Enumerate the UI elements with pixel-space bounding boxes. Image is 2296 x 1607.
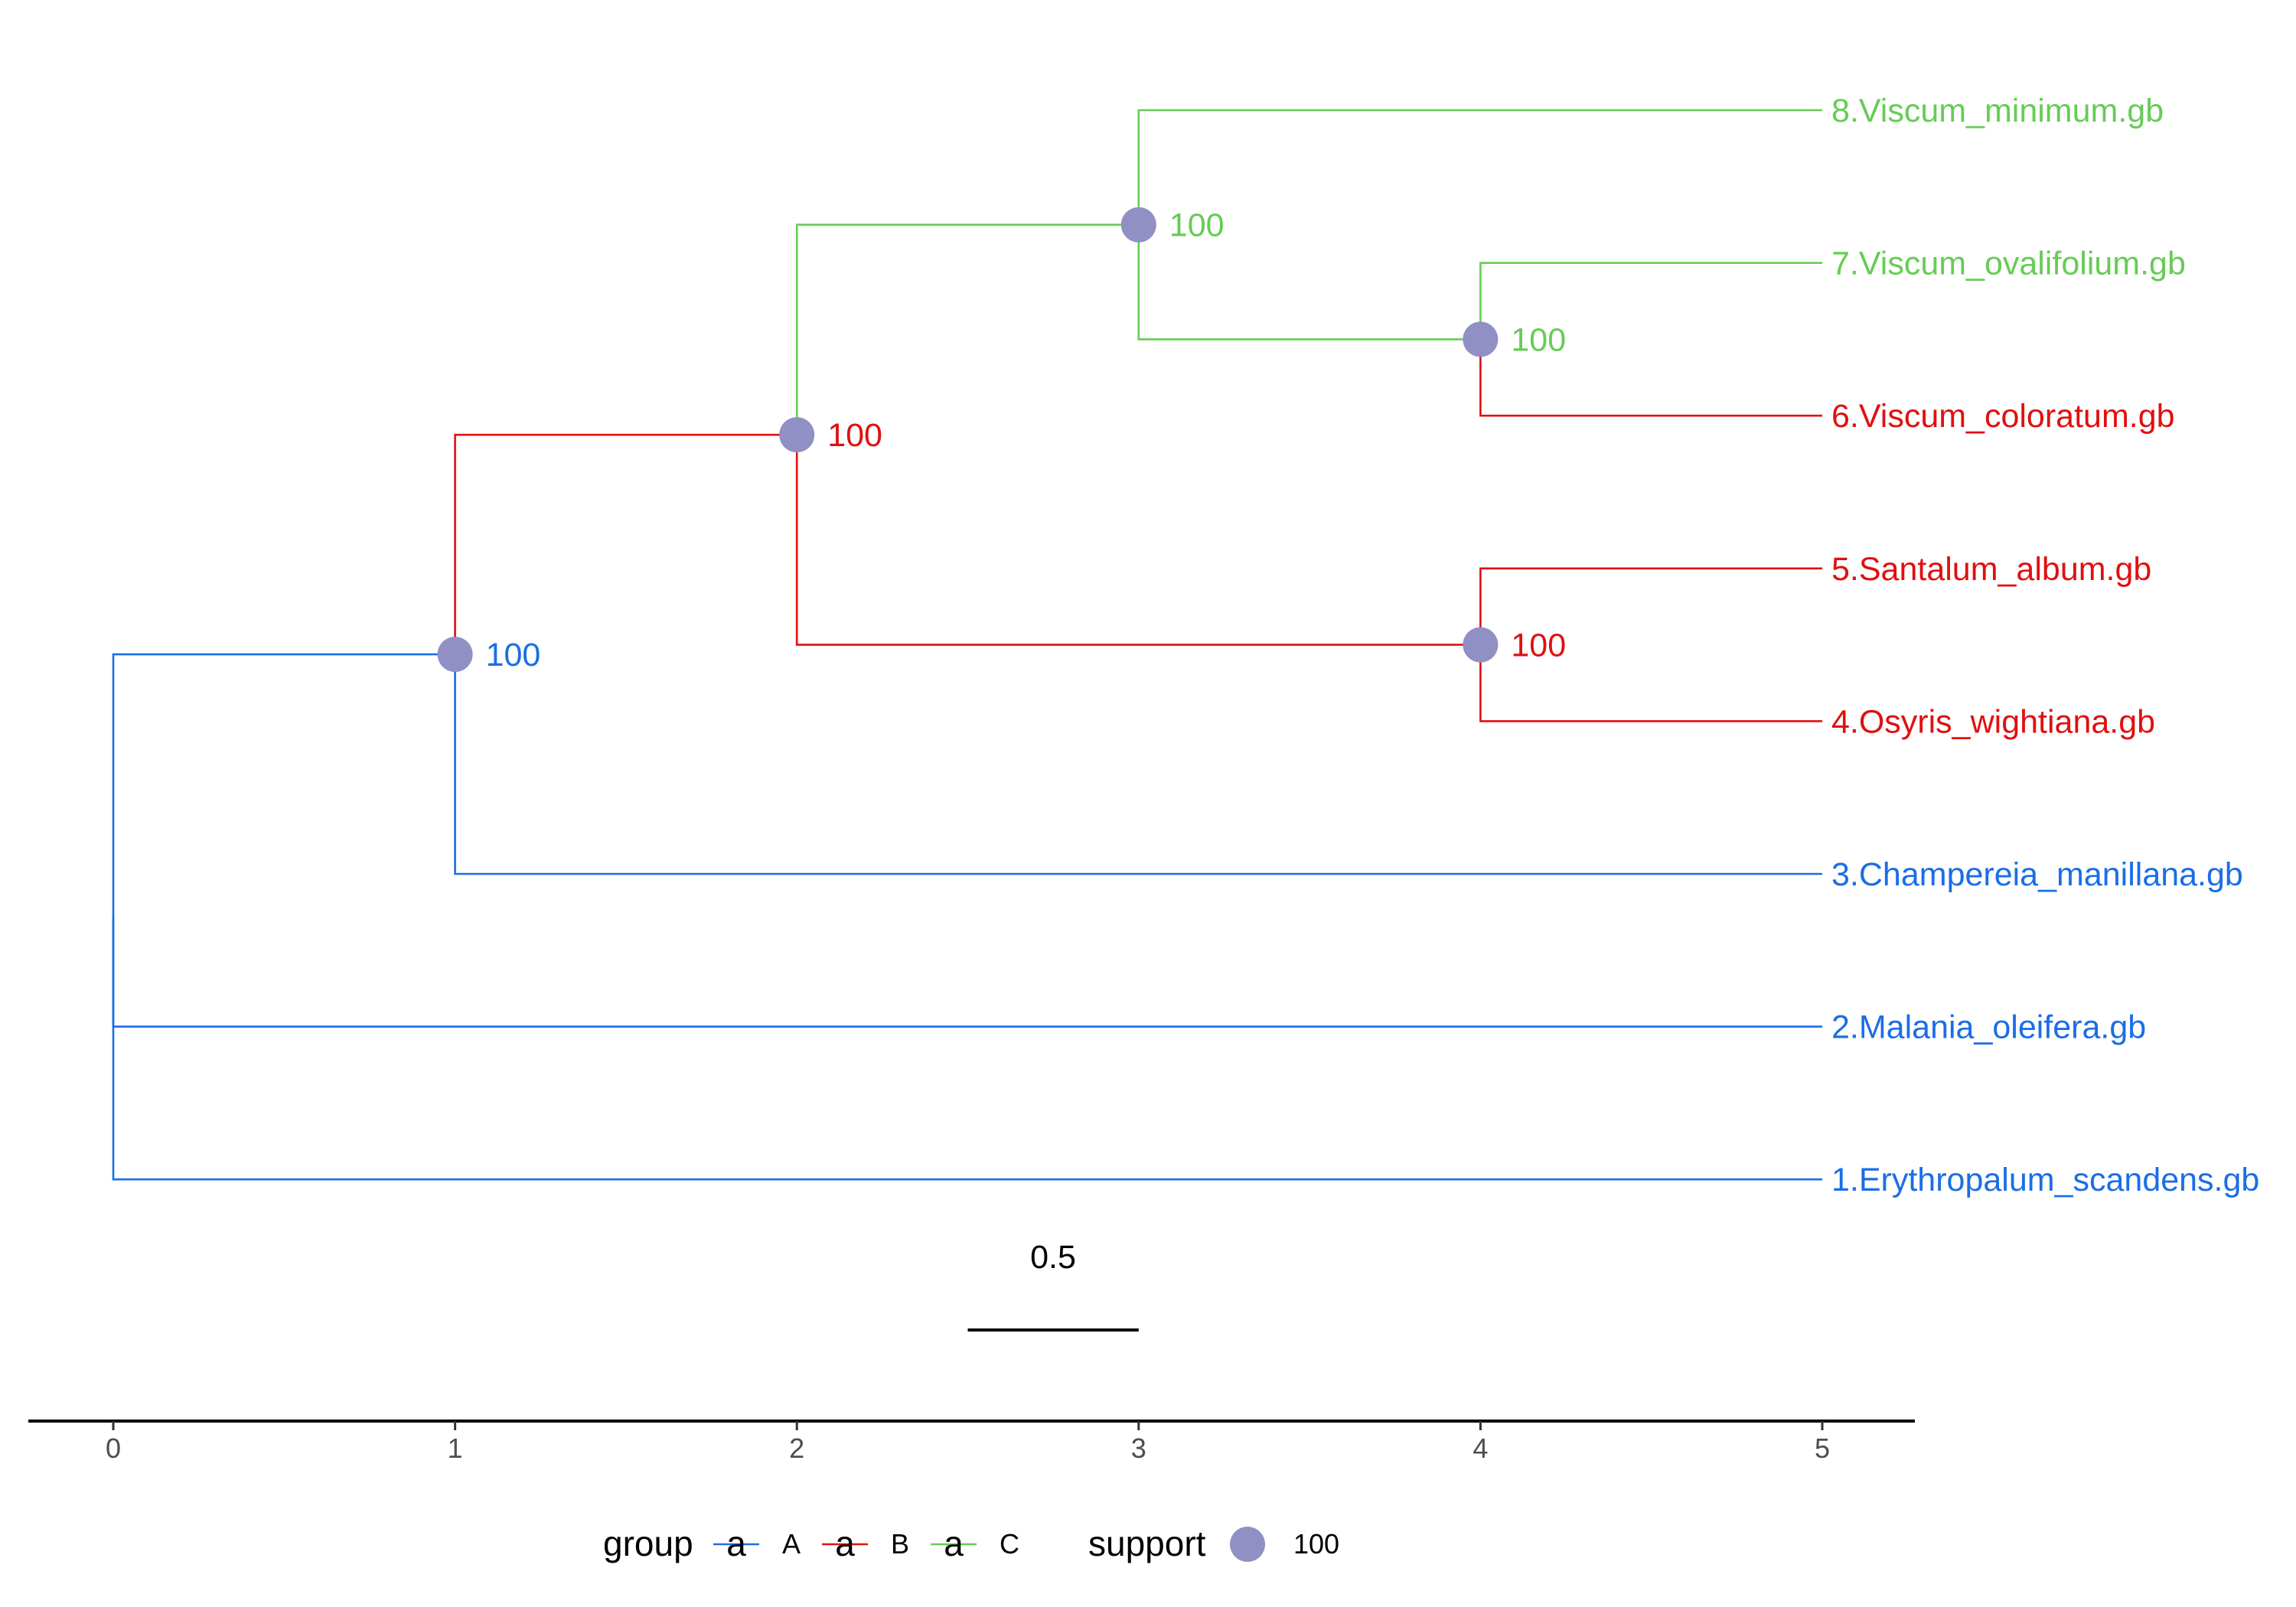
branch-t4 [1479, 644, 1822, 722]
x-axis-tick-label: 4 [1473, 1433, 1488, 1464]
scale-bar: 0.5 [967, 1239, 1139, 1332]
branch-t5 [1479, 567, 1822, 645]
branch-t8 [1137, 109, 1822, 225]
support-point-n3 [1120, 207, 1156, 243]
support-point-n1 [437, 637, 473, 673]
x-axis-tick-label: 0 [106, 1433, 121, 1464]
legend-key-label-C: C [1000, 1528, 1019, 1560]
branch-n1 [112, 653, 455, 918]
scale-bar-label: 0.5 [1030, 1239, 1076, 1276]
branch-n5 [795, 435, 1481, 646]
legend-key-glyph-C: a [944, 1524, 964, 1563]
tip-label-t2: 2.Malania_oleifera.gb [1831, 1009, 2146, 1046]
support-point-n4 [1463, 321, 1499, 357]
branch-n4 [1137, 224, 1481, 341]
tip-label-t1: 1.Erythropalum_scandens.gb [1831, 1162, 2259, 1198]
tree-branches [112, 109, 1822, 1181]
legend-key-label-B: B [891, 1528, 909, 1560]
support-point-n5 [1463, 627, 1499, 663]
branch-n3 [795, 223, 1139, 435]
tip-label-t7: 7.Viscum_ovalifolium.gb [1831, 246, 2186, 282]
branch-n2 [454, 433, 797, 655]
branch-t7 [1479, 262, 1822, 340]
branch-t3 [454, 654, 1822, 875]
legend-support-title: support [1088, 1524, 1206, 1563]
x-axis: 0 1 2 3 4 5 [28, 1420, 1915, 1464]
tip-label-t8: 8.Viscum_minimum.gb [1831, 93, 2164, 129]
legend-key-glyph-A: a [726, 1524, 746, 1563]
support-value-n1: 100 [486, 637, 541, 673]
support-value-n3: 100 [1169, 207, 1225, 244]
branch-t6 [1479, 339, 1822, 417]
tip-label-t4: 4.Osyris_wightiana.gb [1831, 703, 2155, 740]
x-axis-tick-label: 5 [1815, 1433, 1830, 1464]
legend-support-point [1230, 1527, 1265, 1562]
legend-key-label-A: A [782, 1528, 801, 1560]
tip-labels: 8.Viscum_minimum.gb 7.Viscum_ovalifolium.… [1831, 93, 2259, 1198]
x-axis-tick-label: 3 [1131, 1433, 1146, 1464]
tip-label-t3: 3.Champereia_manillana.gb [1831, 856, 2243, 893]
legend-support-value: 100 [1293, 1528, 1339, 1560]
tip-label-t6: 6.Viscum_coloratum.gb [1831, 398, 2175, 435]
x-axis-tick-label: 2 [789, 1433, 804, 1464]
support-value-n5: 100 [1511, 627, 1566, 664]
support-nodes: 100 100 100 100 100 [437, 207, 1566, 673]
x-axis-tick-label: 1 [448, 1433, 463, 1464]
support-value-n4: 100 [1511, 321, 1566, 358]
support-value-n2: 100 [827, 417, 882, 454]
branch-t2 [112, 917, 1822, 1028]
support-point-n2 [779, 417, 815, 453]
branch-t1 [112, 917, 1822, 1181]
legend-group-title: group [603, 1524, 693, 1563]
tip-label-t5: 5.Santalum_album.gb [1831, 551, 2151, 588]
legend-key-glyph-B: a [835, 1524, 855, 1563]
